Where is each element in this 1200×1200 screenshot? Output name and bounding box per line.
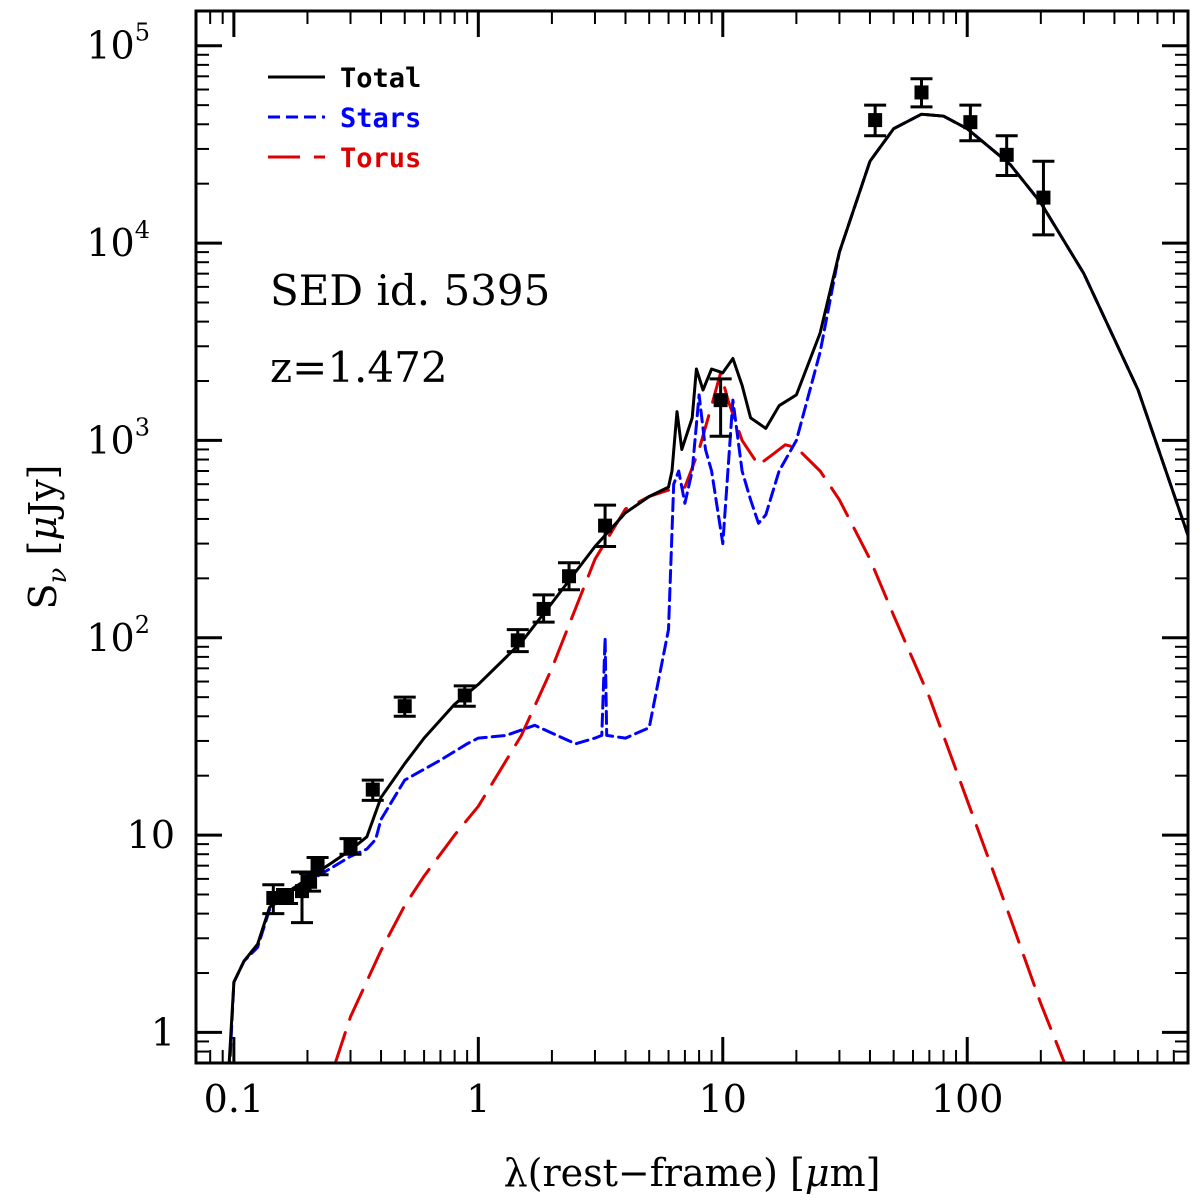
y-tick-label: 103 [86, 413, 150, 462]
y-tick-label: 102 [86, 611, 150, 660]
observed-point [453, 684, 476, 708]
model-lines [227, 112, 1188, 1063]
series-line-total [227, 112, 1188, 1063]
series-line-stars [228, 112, 1188, 1063]
y-tick-label: 1 [151, 1010, 175, 1054]
observed-point [276, 888, 299, 906]
observed-points [262, 77, 1055, 925]
observed-point [864, 103, 887, 138]
observed-point [262, 883, 285, 916]
legend-label-stars: Stars [340, 103, 421, 134]
legend: Total Stars Torus [268, 63, 421, 174]
plot-frame [194, 9, 1190, 1065]
observed-point [910, 77, 933, 109]
x-tick-label: 100 [931, 1077, 1004, 1121]
observed-point [393, 695, 416, 718]
legend-label-torus: Torus [340, 143, 421, 174]
observed-point [532, 593, 555, 624]
legend-label-total: Total [340, 63, 421, 94]
observed-point [339, 837, 362, 856]
axis-ticks [195, 11, 1189, 1064]
y-tick-label: 105 [86, 19, 150, 68]
observed-point [506, 628, 529, 654]
observed-point [594, 503, 617, 549]
y-tick-label: 10 [127, 813, 175, 857]
x-axis-label: λ(rest−frame) [μm] [504, 1151, 881, 1195]
observed-point [306, 855, 329, 877]
annotation-sed-id: SED id. 5395 [270, 266, 550, 315]
x-tick-label: 0.1 [204, 1077, 264, 1121]
observed-point [959, 103, 982, 143]
y-tick-label: 104 [86, 216, 150, 265]
x-tick-label: 1 [466, 1077, 490, 1121]
observed-point [1032, 159, 1055, 237]
observed-point [558, 561, 581, 592]
series-line-torus [333, 371, 1066, 1063]
observed-point [709, 377, 732, 438]
x-tick-label: 10 [699, 1077, 747, 1121]
observed-point [995, 134, 1018, 178]
annotation-redshift: z=1.472 [270, 343, 448, 392]
observed-point [361, 778, 384, 802]
y-tick-labels: 1 10 102 103 104 105 [86, 19, 175, 1055]
x-tick-labels: 0.1 1 10 100 [204, 1077, 1004, 1121]
y-axis-label: Sν [μJy] [21, 464, 73, 609]
